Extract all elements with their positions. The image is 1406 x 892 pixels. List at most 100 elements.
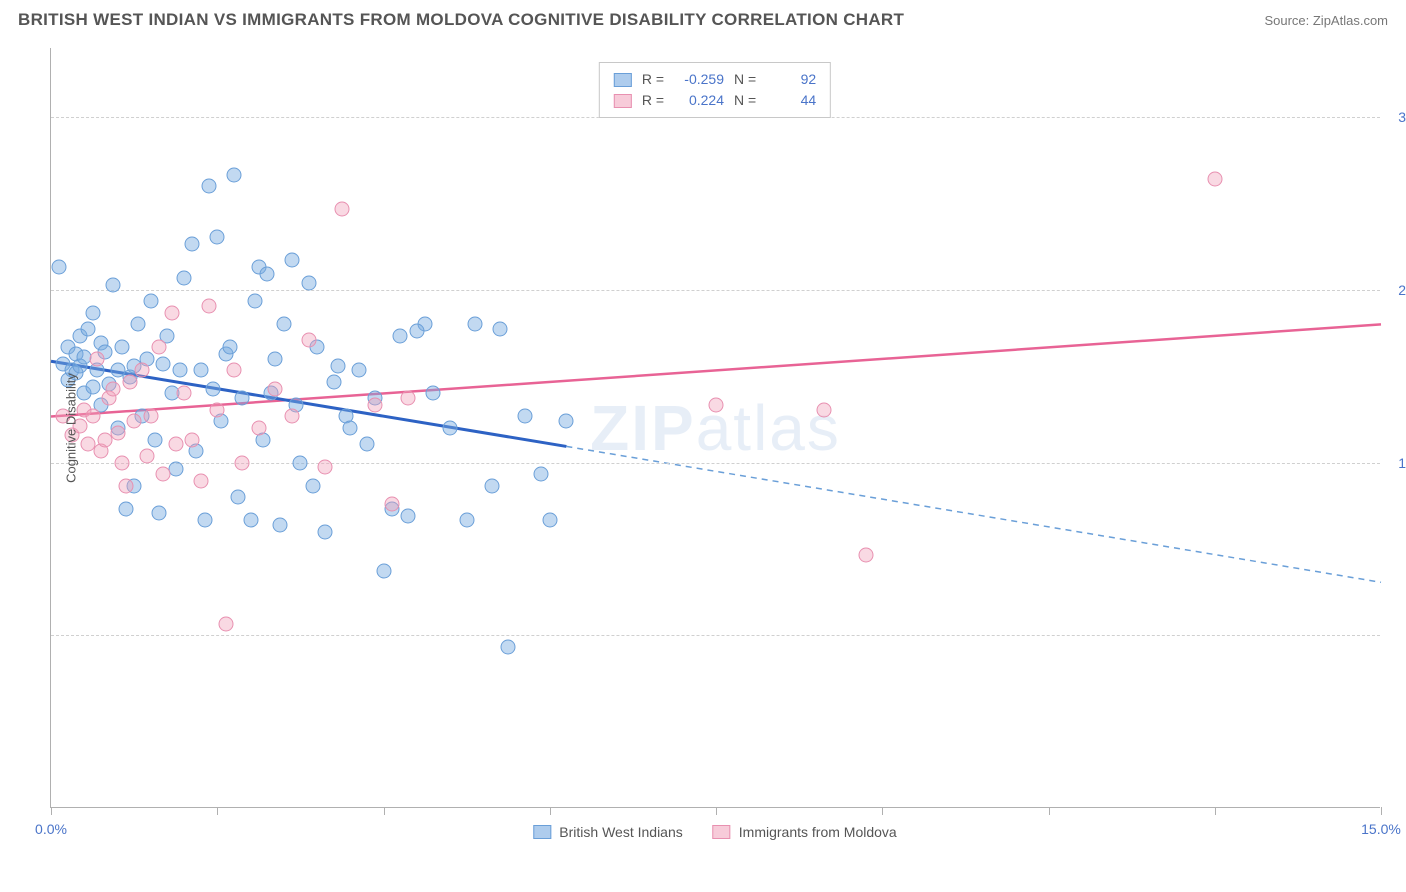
y-tick-label: 30.0%	[1398, 109, 1406, 125]
gridline	[51, 290, 1380, 291]
data-point	[301, 275, 316, 290]
gridline	[51, 463, 1380, 464]
data-point	[231, 490, 246, 505]
data-point	[193, 473, 208, 488]
legend-row-series-2: R = 0.224 N = 44	[614, 90, 816, 111]
data-point	[260, 266, 275, 281]
n-value: 44	[766, 90, 816, 111]
legend-label: British West Indians	[559, 824, 682, 840]
x-tick	[217, 807, 218, 815]
gridline	[51, 635, 1380, 636]
x-tick	[716, 807, 717, 815]
data-point	[156, 356, 171, 371]
data-point	[368, 397, 383, 412]
data-point	[110, 425, 125, 440]
data-point	[401, 508, 416, 523]
data-point	[118, 501, 133, 516]
data-point	[85, 409, 100, 424]
data-point	[542, 513, 557, 528]
data-point	[492, 321, 507, 336]
x-tick	[882, 807, 883, 815]
swatch-icon	[614, 73, 632, 87]
data-point	[143, 409, 158, 424]
data-point	[1207, 172, 1222, 187]
x-tick-label: 0.0%	[35, 821, 67, 837]
data-point	[222, 340, 237, 355]
data-point	[359, 437, 374, 452]
n-value: 92	[766, 69, 816, 90]
data-point	[243, 513, 258, 528]
data-point	[384, 497, 399, 512]
data-point	[218, 616, 233, 631]
legend-label: Immigrants from Moldova	[739, 824, 897, 840]
r-value: 0.224	[674, 90, 724, 111]
data-point	[114, 455, 129, 470]
data-point	[459, 513, 474, 528]
data-point	[376, 563, 391, 578]
data-point	[235, 391, 250, 406]
x-tick	[1049, 807, 1050, 815]
correlation-legend: R = -0.259 N = 92 R = 0.224 N = 44	[599, 62, 831, 118]
data-point	[401, 391, 416, 406]
data-point	[326, 374, 341, 389]
data-point	[177, 271, 192, 286]
legend-item: British West Indians	[533, 824, 682, 840]
data-point	[247, 294, 262, 309]
data-point	[559, 414, 574, 429]
data-point	[122, 374, 137, 389]
data-point	[817, 402, 832, 417]
data-point	[334, 202, 349, 217]
data-point	[467, 317, 482, 332]
data-point	[114, 340, 129, 355]
r-value: -0.259	[674, 69, 724, 90]
x-tick	[1215, 807, 1216, 815]
data-point	[106, 381, 121, 396]
data-point	[858, 547, 873, 562]
data-point	[177, 386, 192, 401]
swatch-icon	[533, 825, 551, 839]
x-tick-label: 15.0%	[1361, 821, 1401, 837]
trend-line	[566, 446, 1381, 582]
data-point	[193, 363, 208, 378]
data-point	[168, 437, 183, 452]
data-point	[276, 317, 291, 332]
data-point	[409, 324, 424, 339]
data-point	[85, 379, 100, 394]
data-point	[393, 328, 408, 343]
data-point	[131, 317, 146, 332]
data-point	[268, 381, 283, 396]
data-point	[201, 298, 216, 313]
data-point	[201, 179, 216, 194]
data-point	[185, 236, 200, 251]
swatch-icon	[614, 94, 632, 108]
data-point	[517, 409, 532, 424]
data-point	[318, 524, 333, 539]
data-point	[118, 478, 133, 493]
correlation-scatter-chart: ZIPatlas 7.5%15.0%22.5%30.0%0.0%15.0% Co…	[50, 48, 1380, 808]
source-attribution: Source: ZipAtlas.com	[1264, 13, 1388, 28]
data-point	[301, 333, 316, 348]
data-point	[709, 397, 724, 412]
data-point	[426, 386, 441, 401]
data-point	[106, 278, 121, 293]
data-point	[85, 305, 100, 320]
data-point	[172, 363, 187, 378]
data-point	[152, 340, 167, 355]
data-point	[89, 351, 104, 366]
data-point	[226, 167, 241, 182]
data-point	[251, 421, 266, 436]
data-point	[139, 448, 154, 463]
data-point	[305, 478, 320, 493]
data-point	[351, 363, 366, 378]
data-point	[285, 252, 300, 267]
data-point	[330, 358, 345, 373]
data-point	[152, 506, 167, 521]
chart-title: BRITISH WEST INDIAN VS IMMIGRANTS FROM M…	[18, 10, 904, 30]
data-point	[210, 229, 225, 244]
data-point	[156, 467, 171, 482]
data-point	[318, 460, 333, 475]
data-point	[272, 517, 287, 532]
data-point	[268, 351, 283, 366]
x-tick	[51, 807, 52, 815]
data-point	[293, 455, 308, 470]
